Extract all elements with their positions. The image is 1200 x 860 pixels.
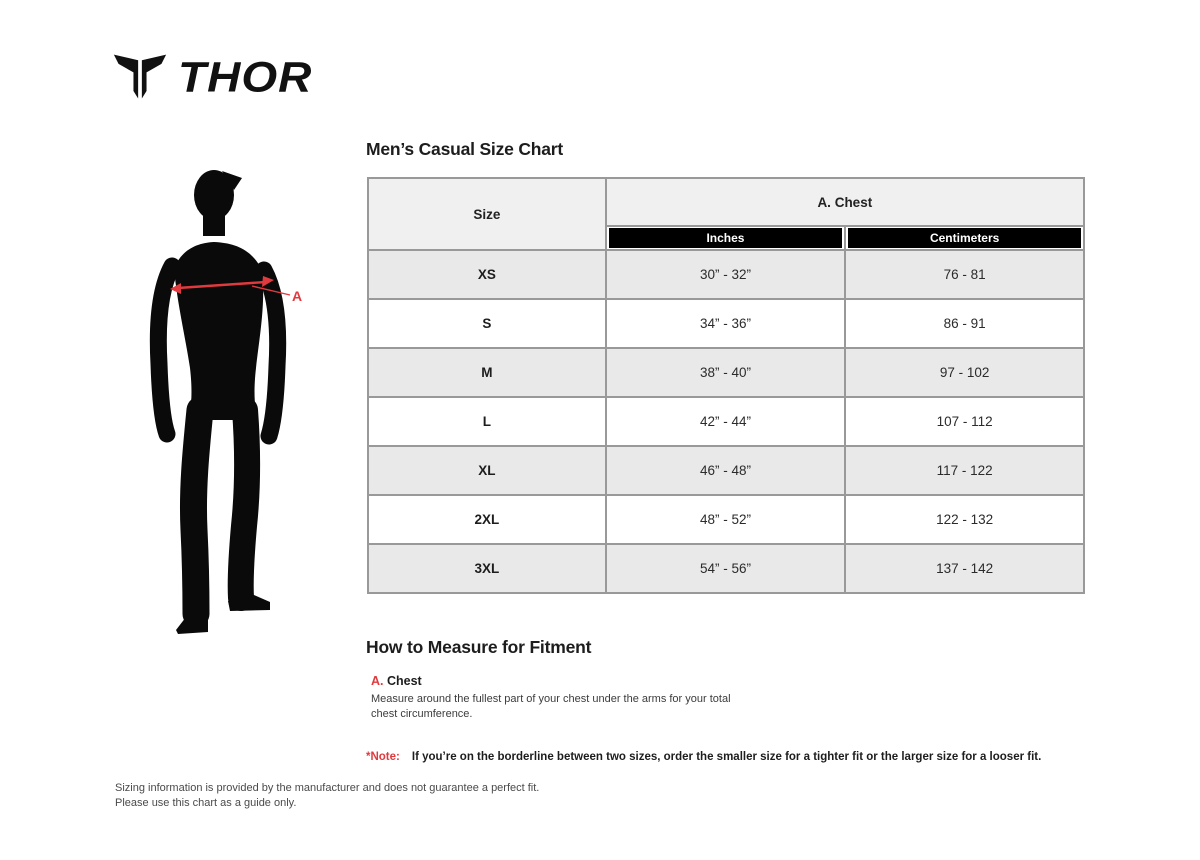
table-row: XS 30” - 32” 76 - 81	[367, 249, 1085, 300]
sizing-note: *Note: If you’re on the borderline betwee…	[366, 751, 1041, 763]
centimeters-cell: 97 - 102	[844, 347, 1085, 398]
chest-measure-annotation: A	[170, 276, 302, 304]
measure-item-chest: A. Chest Measure around the fullest part…	[371, 674, 731, 722]
inches-cell: 48” - 52”	[604, 494, 847, 545]
table-row: L 42” - 44” 107 - 112	[367, 396, 1085, 447]
measure-item-name: Chest	[386, 674, 422, 688]
col-header-inches: Inches	[608, 228, 843, 248]
table-row: M 38” - 40” 97 - 102	[367, 347, 1085, 398]
note-label: *Note:	[366, 751, 400, 763]
centimeters-cell: 117 - 122	[844, 445, 1085, 496]
size-cell: M	[367, 347, 607, 398]
disclaimer-line-1: Sizing information is provided by the ma…	[115, 782, 540, 794]
body-measurement-figure: A	[148, 168, 318, 646]
size-chart-table: Size A. Chest Inches Centimeters XS 30” -…	[367, 177, 1086, 594]
male-silhouette-icon: A	[149, 170, 302, 634]
col-header-size: Size	[367, 177, 607, 251]
group-header-row: Size A. Chest	[367, 177, 1086, 251]
chest-measure-letter: A	[292, 288, 302, 304]
note-text: If you’re on the borderline between two …	[411, 751, 1042, 763]
measure-item-description: Measure around the fullest part of your …	[371, 693, 731, 720]
brand-wordmark: THOR	[178, 53, 313, 101]
inches-cell: 42” - 44”	[604, 396, 847, 447]
size-cell: XL	[367, 445, 607, 496]
size-cell: XS	[367, 249, 607, 300]
size-cell: S	[367, 298, 607, 349]
table-row: 2XL 48” - 52” 122 - 132	[367, 494, 1085, 545]
inches-cell: 54” - 56”	[604, 543, 847, 594]
disclaimer: Sizing information is provided by the ma…	[115, 781, 539, 811]
table-row: 3XL 54” - 56” 137 - 142	[367, 543, 1085, 594]
size-rows: XS 30” - 32” 76 - 81 S 34” - 36” 86 - 91 M 38” …	[367, 249, 1085, 594]
size-cell: 3XL	[367, 543, 607, 594]
size-cell: L	[367, 396, 607, 447]
centimeters-cell: 107 - 112	[844, 396, 1085, 447]
centimeters-cell: 76 - 81	[844, 249, 1085, 300]
col-header-chest: A. Chest	[604, 177, 1086, 227]
centimeters-cell: 86 - 91	[844, 298, 1085, 349]
measure-item-label: A. Chest	[371, 674, 731, 688]
disclaimer-line-2: Please use this chart as a guide only.	[115, 797, 297, 809]
brand-logo: THOR	[112, 50, 312, 104]
thor-horns-icon	[113, 54, 167, 99]
inches-cell: 34” - 36”	[604, 298, 847, 349]
unit-header-row: Inches Centimeters	[368, 225, 1085, 251]
inches-cell: 30” - 32”	[604, 249, 847, 300]
page-title: Men’s Casual Size Chart	[366, 139, 564, 159]
table-row: S 34” - 36” 86 - 91	[367, 298, 1085, 349]
size-cell: 2XL	[367, 494, 607, 545]
measure-item-letter: A.	[371, 674, 384, 688]
table-row: XL 46” - 48” 117 - 122	[367, 445, 1085, 496]
inches-cell: 46” - 48”	[604, 445, 847, 496]
col-header-centimeters: Centimeters	[848, 228, 1081, 248]
how-to-measure-heading: How to Measure for Fitment	[366, 637, 592, 657]
inches-cell: 38” - 40”	[604, 347, 847, 398]
centimeters-cell: 137 - 142	[844, 543, 1085, 594]
centimeters-cell: 122 - 132	[844, 494, 1085, 545]
